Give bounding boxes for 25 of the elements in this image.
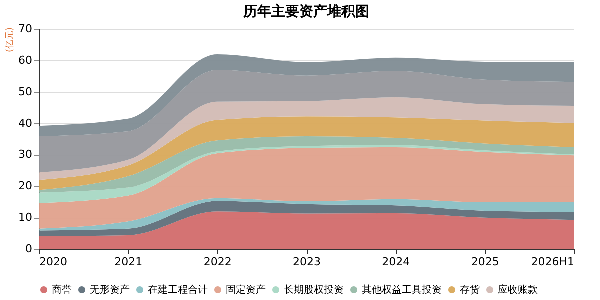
legend-label: 其他权益工具投资 [362, 284, 442, 296]
x-tick-label: 2026H1 [531, 256, 574, 268]
y-tick-label: 40 [18, 116, 32, 130]
legend-label: 固定资产 [226, 284, 266, 296]
legend-label: 无形资产 [90, 284, 130, 296]
x-tick-label: 2024 [382, 256, 410, 268]
y-tick-label: 70 [18, 22, 32, 36]
legend-label: 存货 [460, 284, 480, 296]
chart-title: 历年主要资产堆积图 [242, 3, 370, 20]
x-tick-label: 2021 [114, 256, 143, 268]
y-tick-label: 20 [18, 180, 32, 193]
y-tick-label: 10 [18, 211, 32, 224]
y-tick-label: 30 [18, 148, 32, 162]
y-tick-label: 60 [18, 54, 32, 67]
legend-label: 长期股权投资 [284, 284, 344, 296]
x-tick-label: 2023 [293, 256, 321, 268]
y-tick-label: 0 [26, 242, 32, 256]
x-tick-label: 2022 [204, 256, 232, 268]
legend-label: 商誉 [52, 284, 72, 296]
x-tick-label: 2020 [40, 256, 68, 268]
y-tick-label: 50 [18, 85, 32, 98]
legend-label: 应收账款 [498, 284, 538, 296]
y-axis-title: (亿元) [4, 28, 16, 53]
x-tick-label: 2025 [471, 256, 500, 268]
legend-label: 在建工程合计 [148, 284, 208, 296]
